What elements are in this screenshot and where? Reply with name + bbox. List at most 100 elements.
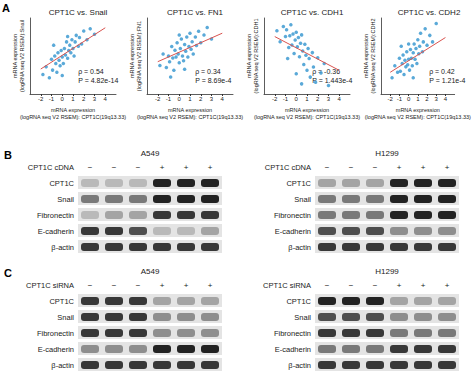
- svg-text:3: 3: [435, 96, 439, 102]
- svg-text:mRNA expression: mRNA expression: [51, 107, 95, 113]
- svg-text:CPT1C cDNA: CPT1C cDNA: [28, 163, 74, 172]
- svg-text:+: +: [421, 281, 426, 290]
- svg-text:−: −: [88, 163, 93, 172]
- svg-text:+: +: [184, 281, 189, 290]
- svg-text:+: +: [184, 163, 189, 172]
- svg-text:Snail: Snail: [57, 195, 74, 204]
- svg-text:β-actin: β-actin: [51, 243, 74, 252]
- svg-text:β-actin: β-actin: [51, 361, 74, 370]
- svg-text:CPT1C: CPT1C: [286, 179, 311, 188]
- svg-text:CPT1C vs. CDH1: CPT1C vs. CDH1: [281, 8, 344, 17]
- svg-text:−: −: [373, 163, 378, 172]
- svg-text:A549: A549: [141, 267, 160, 276]
- svg-text:+: +: [397, 163, 402, 172]
- svg-text:-2: -2: [272, 96, 278, 102]
- svg-text:Snail: Snail: [294, 195, 311, 204]
- svg-text:(logRNA seq V2 RSEM):Snail: (logRNA seq V2 RSEM):Snail: [19, 20, 25, 92]
- svg-text:CPT1C siRNA: CPT1C siRNA: [263, 281, 311, 290]
- svg-text:ρ = 0.42: ρ = 0.42: [429, 68, 455, 76]
- svg-text:CPT1C vs. FN1: CPT1C vs. FN1: [167, 8, 224, 17]
- svg-text:(logRNA seq V2 RSEM): CPT1C(19: (logRNA seq V2 RSEM): CPT1C(19q13.33): [20, 114, 126, 120]
- svg-text:4: 4: [338, 96, 342, 102]
- svg-text:CPT1C vs. Snail: CPT1C vs. Snail: [49, 8, 108, 17]
- svg-text:Fibronectin: Fibronectin: [37, 329, 74, 338]
- svg-text:A549: A549: [141, 149, 160, 158]
- svg-text:0: 0: [295, 96, 299, 102]
- svg-text:ρ = 0.54: ρ = 0.54: [78, 68, 104, 76]
- svg-text:−: −: [88, 281, 93, 290]
- svg-text:+: +: [445, 163, 450, 172]
- svg-text:+: +: [208, 163, 213, 172]
- svg-text:+: +: [160, 281, 165, 290]
- svg-text:P = 1.443e-4: P = 1.443e-4: [312, 77, 352, 84]
- svg-text:P = 4.82e-14: P = 4.82e-14: [78, 77, 118, 84]
- svg-text:−: −: [112, 163, 117, 172]
- svg-text:E-cadherin: E-cadherin: [275, 345, 311, 354]
- svg-text:-1: -1: [283, 96, 289, 102]
- svg-text:CPT1C siRNA: CPT1C siRNA: [26, 281, 74, 290]
- svg-text:-1: -1: [49, 96, 55, 102]
- svg-text:H1299: H1299: [375, 149, 399, 158]
- svg-text:-2: -2: [38, 96, 44, 102]
- svg-text:mRNA expression: mRNA expression: [12, 34, 18, 78]
- svg-text:ρ = -0.36: ρ = -0.36: [312, 68, 340, 76]
- svg-text:−: −: [325, 281, 330, 290]
- svg-text:E-cadherin: E-cadherin: [275, 227, 311, 236]
- svg-text:mRNA expression: mRNA expression: [129, 34, 135, 78]
- svg-text:mRNA expression: mRNA expression: [246, 34, 252, 78]
- svg-text:−: −: [349, 163, 354, 172]
- svg-text:1: 1: [188, 96, 192, 102]
- svg-text:(logRNA seq V2 RSEM): CPT1C(19: (logRNA seq V2 RSEM): CPT1C(19q13.33): [137, 114, 243, 120]
- svg-text:ρ = 0.34: ρ = 0.34: [195, 68, 221, 76]
- svg-text:CPT1C vs. CDH2: CPT1C vs. CDH2: [398, 8, 461, 17]
- svg-text:Snail: Snail: [57, 313, 74, 322]
- svg-text:3: 3: [210, 96, 214, 102]
- svg-text:CPT1C: CPT1C: [49, 179, 74, 188]
- svg-text:4: 4: [444, 96, 448, 102]
- svg-text:1: 1: [71, 96, 75, 102]
- svg-text:mRNA expression: mRNA expression: [285, 107, 329, 113]
- svg-text:2: 2: [82, 96, 86, 102]
- svg-text:(logRNA seq V2 RSEM):CDH1: (logRNA seq V2 RSEM):CDH1: [253, 19, 259, 94]
- svg-text:1: 1: [416, 96, 420, 102]
- svg-text:2: 2: [425, 96, 429, 102]
- svg-text:0: 0: [178, 96, 182, 102]
- svg-text:4: 4: [221, 96, 225, 102]
- svg-text:A: A: [2, 2, 10, 14]
- svg-text:-2: -2: [155, 96, 161, 102]
- svg-text:+: +: [421, 163, 426, 172]
- svg-text:-2: -2: [388, 96, 394, 102]
- svg-text:-1: -1: [166, 96, 172, 102]
- svg-text:(logRNA seq V2 RSEM):CDH2: (logRNA seq V2 RSEM):CDH2: [370, 19, 376, 94]
- svg-text:Fibronectin: Fibronectin: [274, 329, 311, 338]
- svg-text:3: 3: [327, 96, 331, 102]
- svg-text:CPT1C cDNA: CPT1C cDNA: [265, 163, 311, 172]
- svg-text:E-cadherin: E-cadherin: [38, 227, 74, 236]
- svg-text:1: 1: [305, 96, 309, 102]
- svg-text:2: 2: [199, 96, 203, 102]
- svg-text:+: +: [160, 163, 165, 172]
- svg-text:CPT1C: CPT1C: [286, 297, 311, 306]
- svg-text:−: −: [325, 163, 330, 172]
- svg-text:CPT1C: CPT1C: [49, 297, 74, 306]
- svg-text:−: −: [112, 281, 117, 290]
- svg-text:E-cadherin: E-cadherin: [38, 345, 74, 354]
- svg-text:mRNA expression: mRNA expression: [363, 34, 369, 78]
- svg-text:-1: -1: [397, 96, 403, 102]
- svg-text:−: −: [349, 281, 354, 290]
- svg-text:3: 3: [93, 96, 97, 102]
- svg-text:Fibronectin: Fibronectin: [274, 211, 311, 220]
- svg-text:(logRNA seq V2 RSEM): CPT1C(19: (logRNA seq V2 RSEM): CPT1C(19q13.33): [254, 114, 360, 120]
- svg-text:β-actin: β-actin: [288, 243, 311, 252]
- svg-text:Snail: Snail: [294, 313, 311, 322]
- svg-text:+: +: [445, 281, 450, 290]
- svg-text:(logRNA seq V2 RSEM):FN1: (logRNA seq V2 RSEM):FN1: [136, 21, 142, 91]
- svg-text:H1299: H1299: [375, 267, 399, 276]
- svg-text:0: 0: [407, 96, 411, 102]
- svg-text:Fibronectin: Fibronectin: [37, 211, 74, 220]
- svg-text:+: +: [397, 281, 402, 290]
- svg-text:B: B: [4, 149, 12, 161]
- svg-text:P = 1.21e-4: P = 1.21e-4: [429, 77, 465, 84]
- svg-text:C: C: [4, 267, 12, 279]
- svg-text:mRNA expression: mRNA expression: [396, 107, 440, 113]
